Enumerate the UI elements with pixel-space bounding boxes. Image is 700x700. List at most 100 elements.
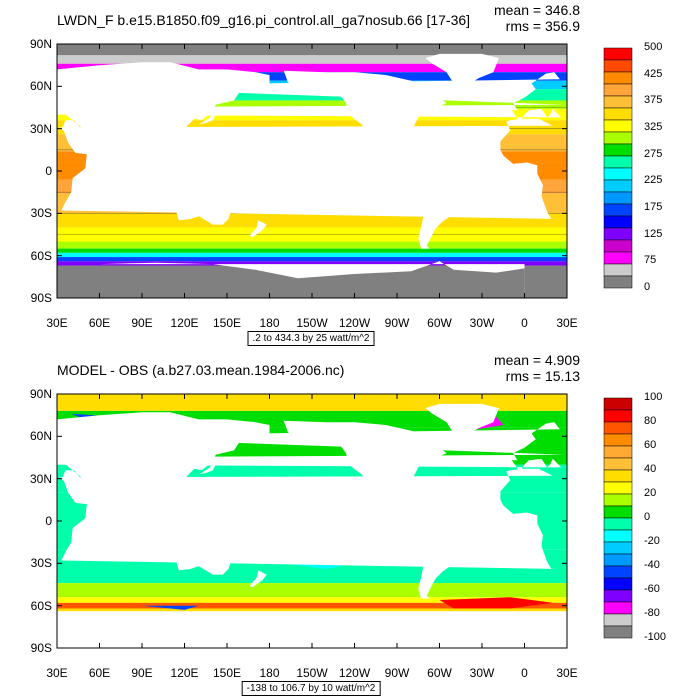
continent-borneo bbox=[168, 161, 184, 177]
colorbar-label: 425 bbox=[644, 67, 663, 80]
colorbar-label: 125 bbox=[644, 227, 663, 240]
field-band bbox=[57, 100, 567, 109]
x-tick-label: 60W bbox=[427, 666, 452, 680]
colorbar-swatch bbox=[603, 505, 633, 519]
x-tick-label: 90E bbox=[131, 316, 153, 330]
colorbar-swatch bbox=[603, 601, 633, 615]
colorbar-swatch bbox=[603, 517, 633, 531]
colorbar-swatch bbox=[603, 191, 633, 205]
continent-japan bbox=[198, 457, 216, 475]
colorbar-swatch bbox=[603, 203, 633, 217]
rms-label: rms = 356.9 bbox=[505, 18, 580, 34]
field-band bbox=[57, 257, 567, 262]
y-tick-label: 30N bbox=[29, 471, 52, 486]
colorbar-label: 60 bbox=[644, 439, 657, 451]
field-band bbox=[57, 597, 567, 603]
x-tick-label: 0 bbox=[521, 316, 528, 330]
colorbar-swatch bbox=[603, 179, 633, 193]
colorbar-label: 75 bbox=[644, 254, 657, 267]
x-tick-label: 30W bbox=[469, 316, 495, 330]
x-tick-label: 0 bbox=[521, 666, 528, 680]
colorbar-swatch bbox=[603, 275, 633, 289]
y-tick-label: 60S bbox=[30, 598, 52, 613]
colorbar-swatch bbox=[603, 445, 633, 459]
colorbar-swatch bbox=[603, 481, 633, 495]
continent-australia bbox=[176, 536, 232, 575]
colorbar-swatch bbox=[603, 565, 633, 579]
mean-label: mean = 346.8 bbox=[493, 2, 580, 18]
colorbar-label: 0 bbox=[644, 511, 651, 523]
field-band bbox=[57, 55, 567, 64]
colorbar-label: 0 bbox=[644, 281, 651, 293]
colorbar-swatch bbox=[603, 119, 633, 133]
colorbar-label: 20 bbox=[644, 487, 657, 499]
x-tick-label: 120E bbox=[170, 316, 199, 330]
colorbar-swatch bbox=[603, 239, 633, 253]
land-mask bbox=[57, 403, 565, 648]
colorbar-label: 375 bbox=[644, 94, 663, 107]
continent-antarctica bbox=[99, 261, 525, 298]
colorbar-swatch bbox=[603, 625, 633, 639]
panel-bottom: MODEL - OBS (a.b27.03.mean.1984-2006.nc)… bbox=[0, 350, 700, 700]
colorbar bbox=[603, 397, 633, 639]
continent-greenland bbox=[425, 53, 499, 87]
x-tick-label: 30W bbox=[469, 666, 495, 680]
y-tick-label: 0 bbox=[45, 164, 52, 178]
continent-borneo bbox=[168, 511, 184, 527]
colorbar-swatch bbox=[603, 589, 633, 603]
field-band bbox=[57, 44, 567, 56]
y-tick-label: 90S bbox=[30, 291, 52, 305]
colorbar-label: -20 bbox=[644, 535, 660, 547]
x-tick-label: 60E bbox=[88, 316, 111, 330]
colorbar-swatch bbox=[603, 131, 633, 145]
contour-caption: .2 to 434.3 by 25 watt/m^2 bbox=[247, 331, 375, 346]
x-tick-label: 90E bbox=[131, 666, 153, 680]
chart-title: MODEL - OBS (a.b27.03.mean.1984-2006.nc) bbox=[57, 362, 345, 378]
continent-newzealand bbox=[249, 570, 267, 588]
y-tick-label: 60S bbox=[30, 248, 52, 263]
x-tick-label: 30E bbox=[556, 666, 578, 680]
colorbar bbox=[603, 47, 633, 289]
colorbar-label: -40 bbox=[644, 559, 660, 571]
field-band bbox=[57, 608, 567, 612]
colorbar-swatch bbox=[603, 541, 633, 555]
colorbar-swatch bbox=[603, 529, 633, 543]
colorbar-swatch bbox=[603, 577, 633, 591]
mean-label: mean = 4.909 bbox=[493, 352, 580, 368]
x-tick-label: 90W bbox=[384, 666, 410, 680]
colorbar-swatch bbox=[603, 433, 633, 447]
continent-greenland bbox=[425, 403, 499, 437]
colorbar-swatch bbox=[603, 409, 633, 423]
y-tick-label: 60N bbox=[29, 79, 52, 94]
colorbar-swatch bbox=[603, 493, 633, 507]
x-tick-label: 120W bbox=[338, 666, 371, 680]
colorbar-label: 80 bbox=[644, 415, 657, 427]
continent-europe bbox=[57, 422, 565, 471]
colorbar-label: 325 bbox=[644, 121, 663, 133]
contour-caption: -138 to 106.7 by 10 watt/m^2 bbox=[241, 681, 381, 696]
colorbar-swatch bbox=[603, 215, 633, 229]
x-tick-label: 60W bbox=[427, 316, 452, 330]
x-tick-label: 150E bbox=[212, 316, 242, 330]
map-plot bbox=[56, 43, 633, 299]
x-tick-label: 180 bbox=[259, 316, 280, 330]
x-tick-label: 90W bbox=[384, 316, 410, 330]
colorbar-label: 500 bbox=[644, 41, 663, 53]
y-tick-label: 30S bbox=[30, 206, 52, 221]
field-band bbox=[57, 602, 567, 609]
x-tick-label: 180 bbox=[259, 666, 280, 680]
colorbar-swatch bbox=[603, 227, 633, 241]
colorbar-label: -80 bbox=[644, 607, 660, 619]
y-tick-label: 90N bbox=[29, 37, 52, 51]
continent-madagascar bbox=[75, 539, 86, 557]
colorbar-swatch bbox=[603, 143, 633, 157]
y-tick-label: 60N bbox=[29, 429, 52, 444]
y-tick-label: 0 bbox=[45, 514, 52, 528]
y-tick-label: 90S bbox=[30, 641, 52, 655]
x-tick-label: 30E bbox=[46, 316, 68, 330]
continent-newzealand bbox=[249, 220, 267, 238]
continent-indonesia bbox=[149, 163, 227, 186]
colorbar-swatch bbox=[603, 397, 633, 411]
continent-britain bbox=[516, 89, 526, 101]
colorbar-label: -100 bbox=[644, 631, 667, 643]
